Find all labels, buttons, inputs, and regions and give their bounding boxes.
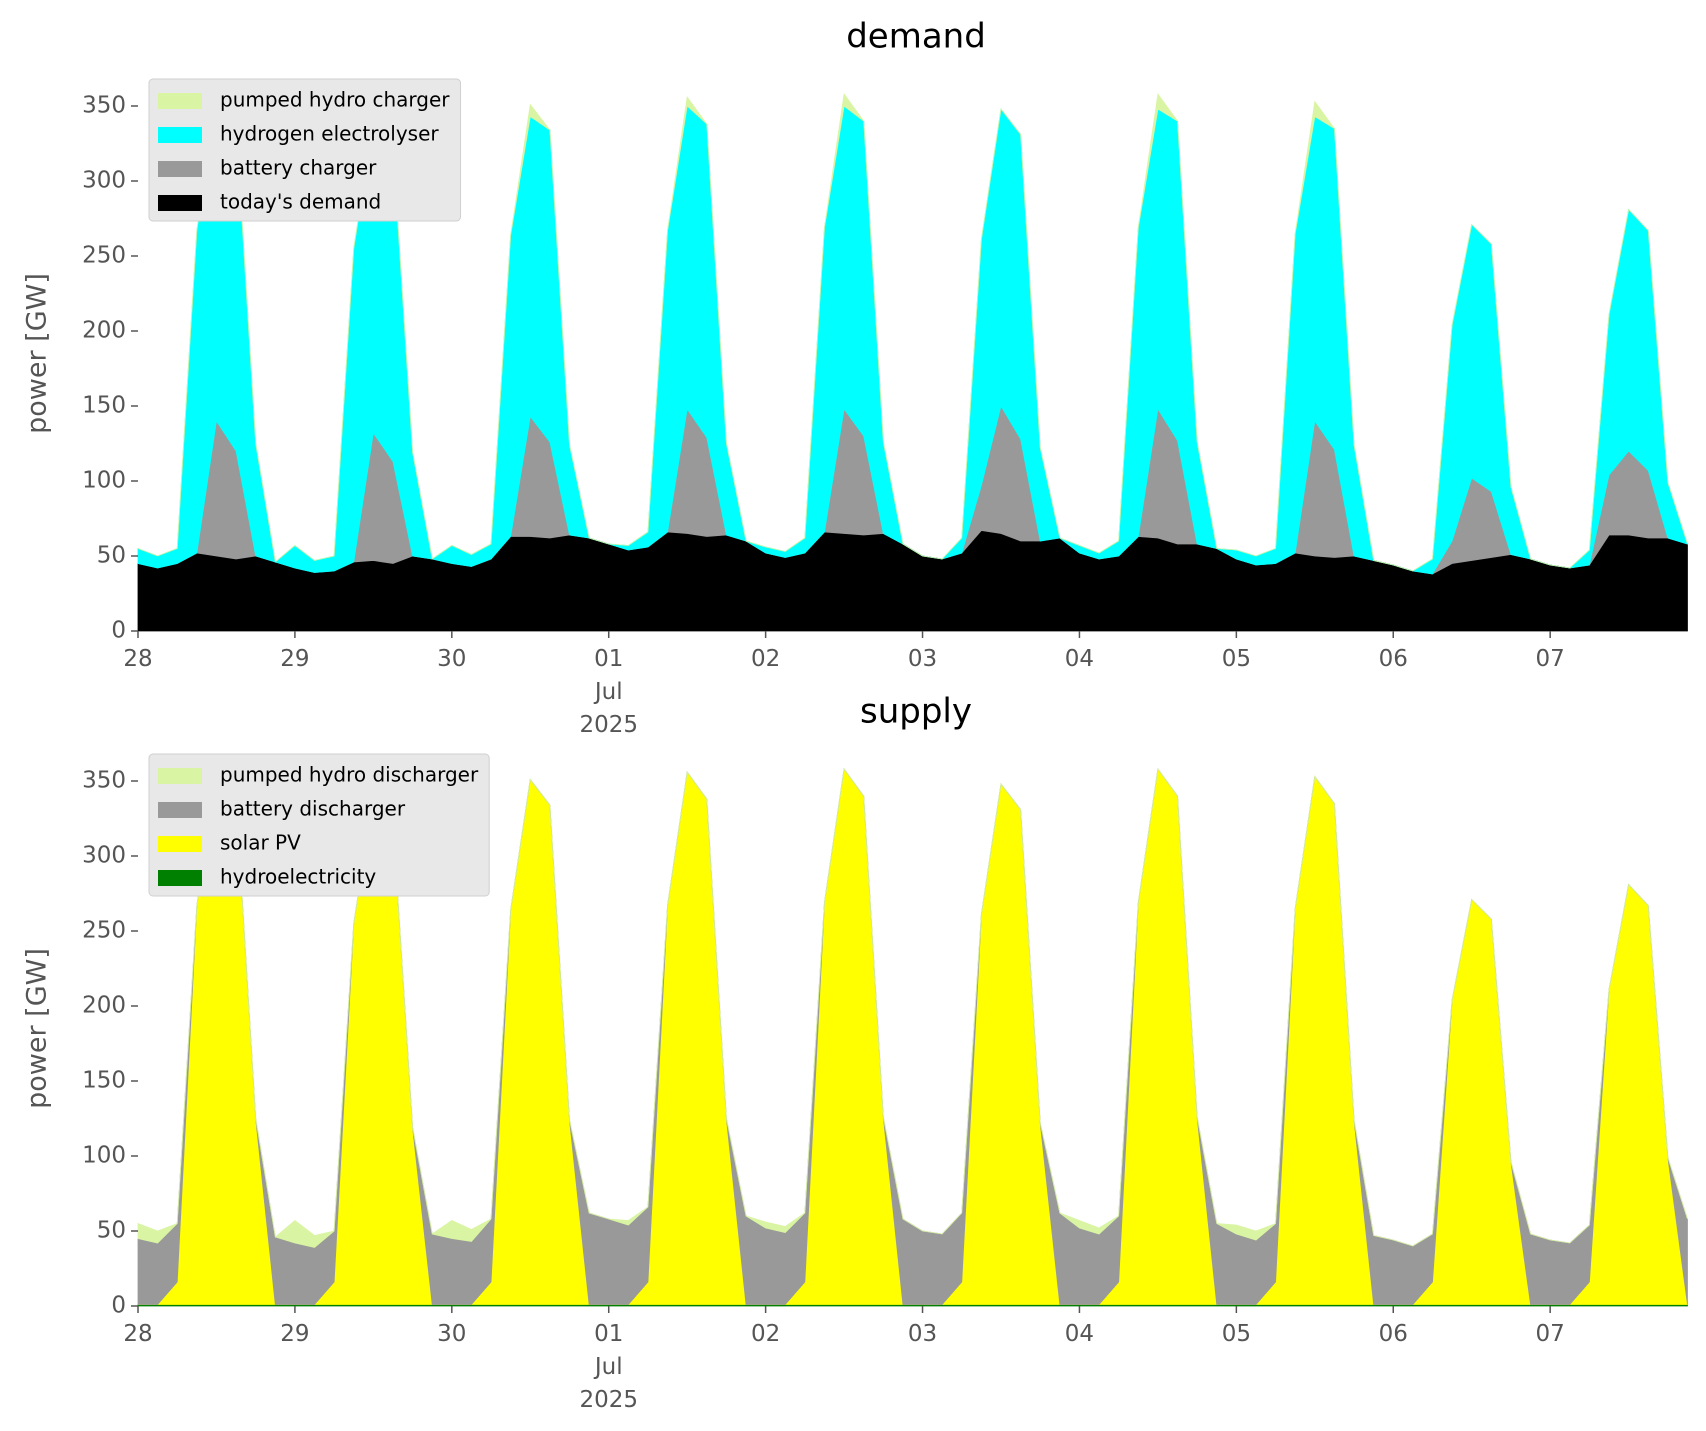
y-tick-label: 250: [82, 918, 126, 944]
y-tick-label: 350: [82, 768, 126, 794]
y-tick-label: 300: [82, 843, 126, 869]
x-tick-label: 30: [437, 1321, 467, 1347]
y-tick-label: 150: [82, 1068, 126, 1094]
legend-swatch: [158, 161, 202, 177]
y-tick-label: 200: [82, 318, 126, 344]
x-tick-label: 07: [1535, 1321, 1565, 1347]
legend: pumped hydro charger hydrogen electrolyse…: [148, 78, 462, 222]
x-tick-label: 04: [1064, 1321, 1095, 1347]
y-axis-label: power [GW]: [22, 948, 53, 1109]
legend-box: [148, 753, 490, 897]
legend-label: pumped hydro discharger: [220, 763, 479, 787]
x-tick-label: 06: [1378, 646, 1408, 672]
x-tick-label: 06: [1378, 1321, 1408, 1347]
x-tick-label: 30: [437, 646, 467, 672]
legend-swatch: [158, 802, 202, 818]
legend-label: pumped hydro charger: [220, 88, 450, 112]
legend-label: battery charger: [220, 156, 377, 180]
x-tick-label: 03: [907, 646, 938, 672]
legend-swatch: [158, 836, 202, 852]
y-tick-label: 0: [111, 1293, 126, 1319]
y-axis-label: power [GW]: [22, 273, 53, 434]
area: [137, 92, 1688, 572]
legend-label: today's demand: [220, 190, 381, 214]
x-tick-label: 01 Jul 2025: [579, 1321, 638, 1413]
legend-swatch: [158, 768, 202, 784]
legend-swatch: [158, 870, 202, 886]
legend-label: battery discharger: [220, 797, 406, 821]
legend: pumped hydro discharger battery discharge…: [148, 753, 490, 897]
y-tick-label: 100: [82, 1143, 126, 1169]
y-tick-label: 0: [111, 618, 126, 644]
x-tick-label: 01 Jul 2025: [579, 646, 638, 738]
chart-title: supply: [860, 692, 972, 732]
y-tick-label: 100: [82, 468, 126, 494]
x-tick-label: 29: [280, 646, 310, 672]
legend-swatch: [158, 127, 202, 143]
y-tick-label: 200: [82, 993, 126, 1019]
y-tick-label: 300: [82, 168, 126, 194]
x-tick-label: 07: [1535, 646, 1565, 672]
legend-box: [148, 78, 462, 222]
y-tick-label: 50: [97, 543, 126, 569]
legend-swatch: [158, 195, 202, 211]
x-tick-label: 02: [750, 1321, 781, 1347]
x-tick-label: 28: [123, 1321, 153, 1347]
legend-label: solar PV: [220, 831, 301, 855]
x-tick-label: 02: [750, 646, 781, 672]
legend-swatch: [158, 93, 202, 109]
x-tick-label: 05: [1221, 646, 1251, 672]
y-tick-label: 250: [82, 243, 126, 269]
y-tick-label: 50: [97, 1218, 126, 1244]
x-tick-label: 28: [123, 646, 153, 672]
legend-label: hydroelectricity: [220, 865, 376, 889]
area: [137, 767, 1688, 1248]
y-tick-label: 150: [82, 393, 126, 419]
x-tick-label: 03: [907, 1321, 938, 1347]
legend-label: hydrogen electrolyser: [220, 122, 439, 146]
x-tick-label: 29: [280, 1321, 310, 1347]
x-tick-label: 05: [1221, 1321, 1251, 1347]
x-tick-label: 04: [1064, 646, 1095, 672]
y-tick-label: 350: [82, 93, 126, 119]
chart-title: demand: [846, 17, 986, 57]
